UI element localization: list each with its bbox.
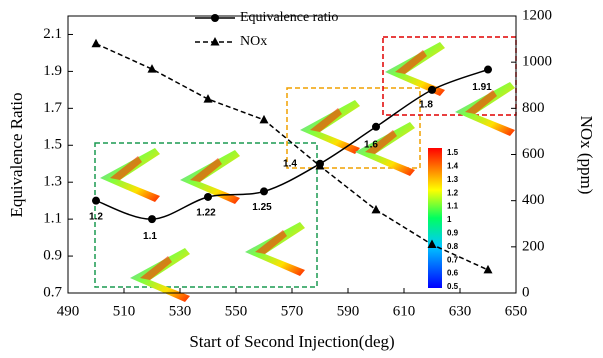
y-tick-label: 1.3 — [43, 174, 62, 190]
y2-tick-label: 1000 — [522, 54, 552, 70]
y-tick-label: 2.1 — [43, 26, 62, 42]
legend-label: NOx — [240, 34, 267, 49]
y2-tick-label: 800 — [522, 100, 545, 116]
point — [372, 123, 380, 131]
y-tick-label: 1.5 — [43, 137, 62, 153]
x-axis-title: Start of Second Injection(deg) — [189, 332, 394, 351]
colorbar-label: 1.2 — [447, 188, 459, 197]
colorbar-label: 1.4 — [447, 162, 459, 171]
value-label: 1.6 — [364, 139, 378, 150]
y2-tick-label: 200 — [522, 238, 545, 254]
y-tick-label: 1.7 — [43, 100, 62, 116]
colorbar-label: 0.5 — [447, 282, 459, 291]
y-tick-label: 1.9 — [43, 63, 62, 79]
point — [148, 215, 156, 223]
x-tick-label: 490 — [57, 303, 80, 319]
y2-axis-title: NOx (ppm) — [577, 116, 596, 195]
x-tick-label: 610 — [393, 303, 416, 319]
value-label: 1.4 — [283, 158, 297, 169]
legend-label: Equivalence ratio — [240, 10, 338, 25]
point — [372, 205, 381, 214]
y2-tick-label: 1200 — [522, 7, 552, 23]
y-axis-title: Equivalence Ratio — [7, 92, 26, 217]
colorbar-label: 0.9 — [447, 229, 459, 238]
value-label: 1.8 — [419, 100, 433, 111]
point — [204, 94, 213, 103]
y2-tick-label: 600 — [522, 146, 545, 162]
colorbar-label: 1 — [447, 215, 452, 224]
colorbar-label: 1.3 — [447, 175, 459, 184]
colorbar-label: 0.8 — [447, 242, 459, 251]
value-label: 1.91 — [472, 82, 492, 93]
legend-marker — [211, 14, 219, 22]
point — [92, 39, 101, 48]
y-tick-label: 1.1 — [43, 211, 62, 227]
point — [484, 66, 492, 74]
y2-tick-label: 400 — [522, 192, 545, 208]
value-label: 1.2 — [89, 211, 103, 222]
point — [260, 115, 269, 124]
x-tick-label: 570 — [281, 303, 304, 319]
colorbar — [428, 148, 442, 288]
y-tick-label: 0.9 — [43, 248, 62, 264]
x-tick-label: 650 — [505, 303, 528, 319]
point — [204, 193, 212, 201]
colorbar-label: 0.7 — [447, 255, 459, 264]
x-tick-label: 630 — [449, 303, 472, 319]
point — [92, 197, 100, 205]
colorbar-label: 0.6 — [447, 269, 459, 278]
point — [428, 86, 436, 94]
chart: Start of Second Injection(deg) Equivalen… — [0, 0, 603, 358]
x-tick-label: 530 — [169, 303, 192, 319]
x-tick-label: 510 — [113, 303, 136, 319]
colorbar-label: 1.5 — [447, 148, 459, 157]
point — [260, 187, 268, 195]
y2-tick-label: 0 — [522, 284, 530, 300]
value-label: 1.1 — [143, 231, 157, 242]
x-tick-label: 590 — [337, 303, 360, 319]
value-label: 1.22 — [196, 208, 216, 219]
x-tick-label: 550 — [225, 303, 248, 319]
value-label: 1.25 — [252, 202, 272, 213]
colorbar-label: 1.1 — [447, 202, 459, 211]
y-tick-label: 0.7 — [43, 284, 62, 300]
